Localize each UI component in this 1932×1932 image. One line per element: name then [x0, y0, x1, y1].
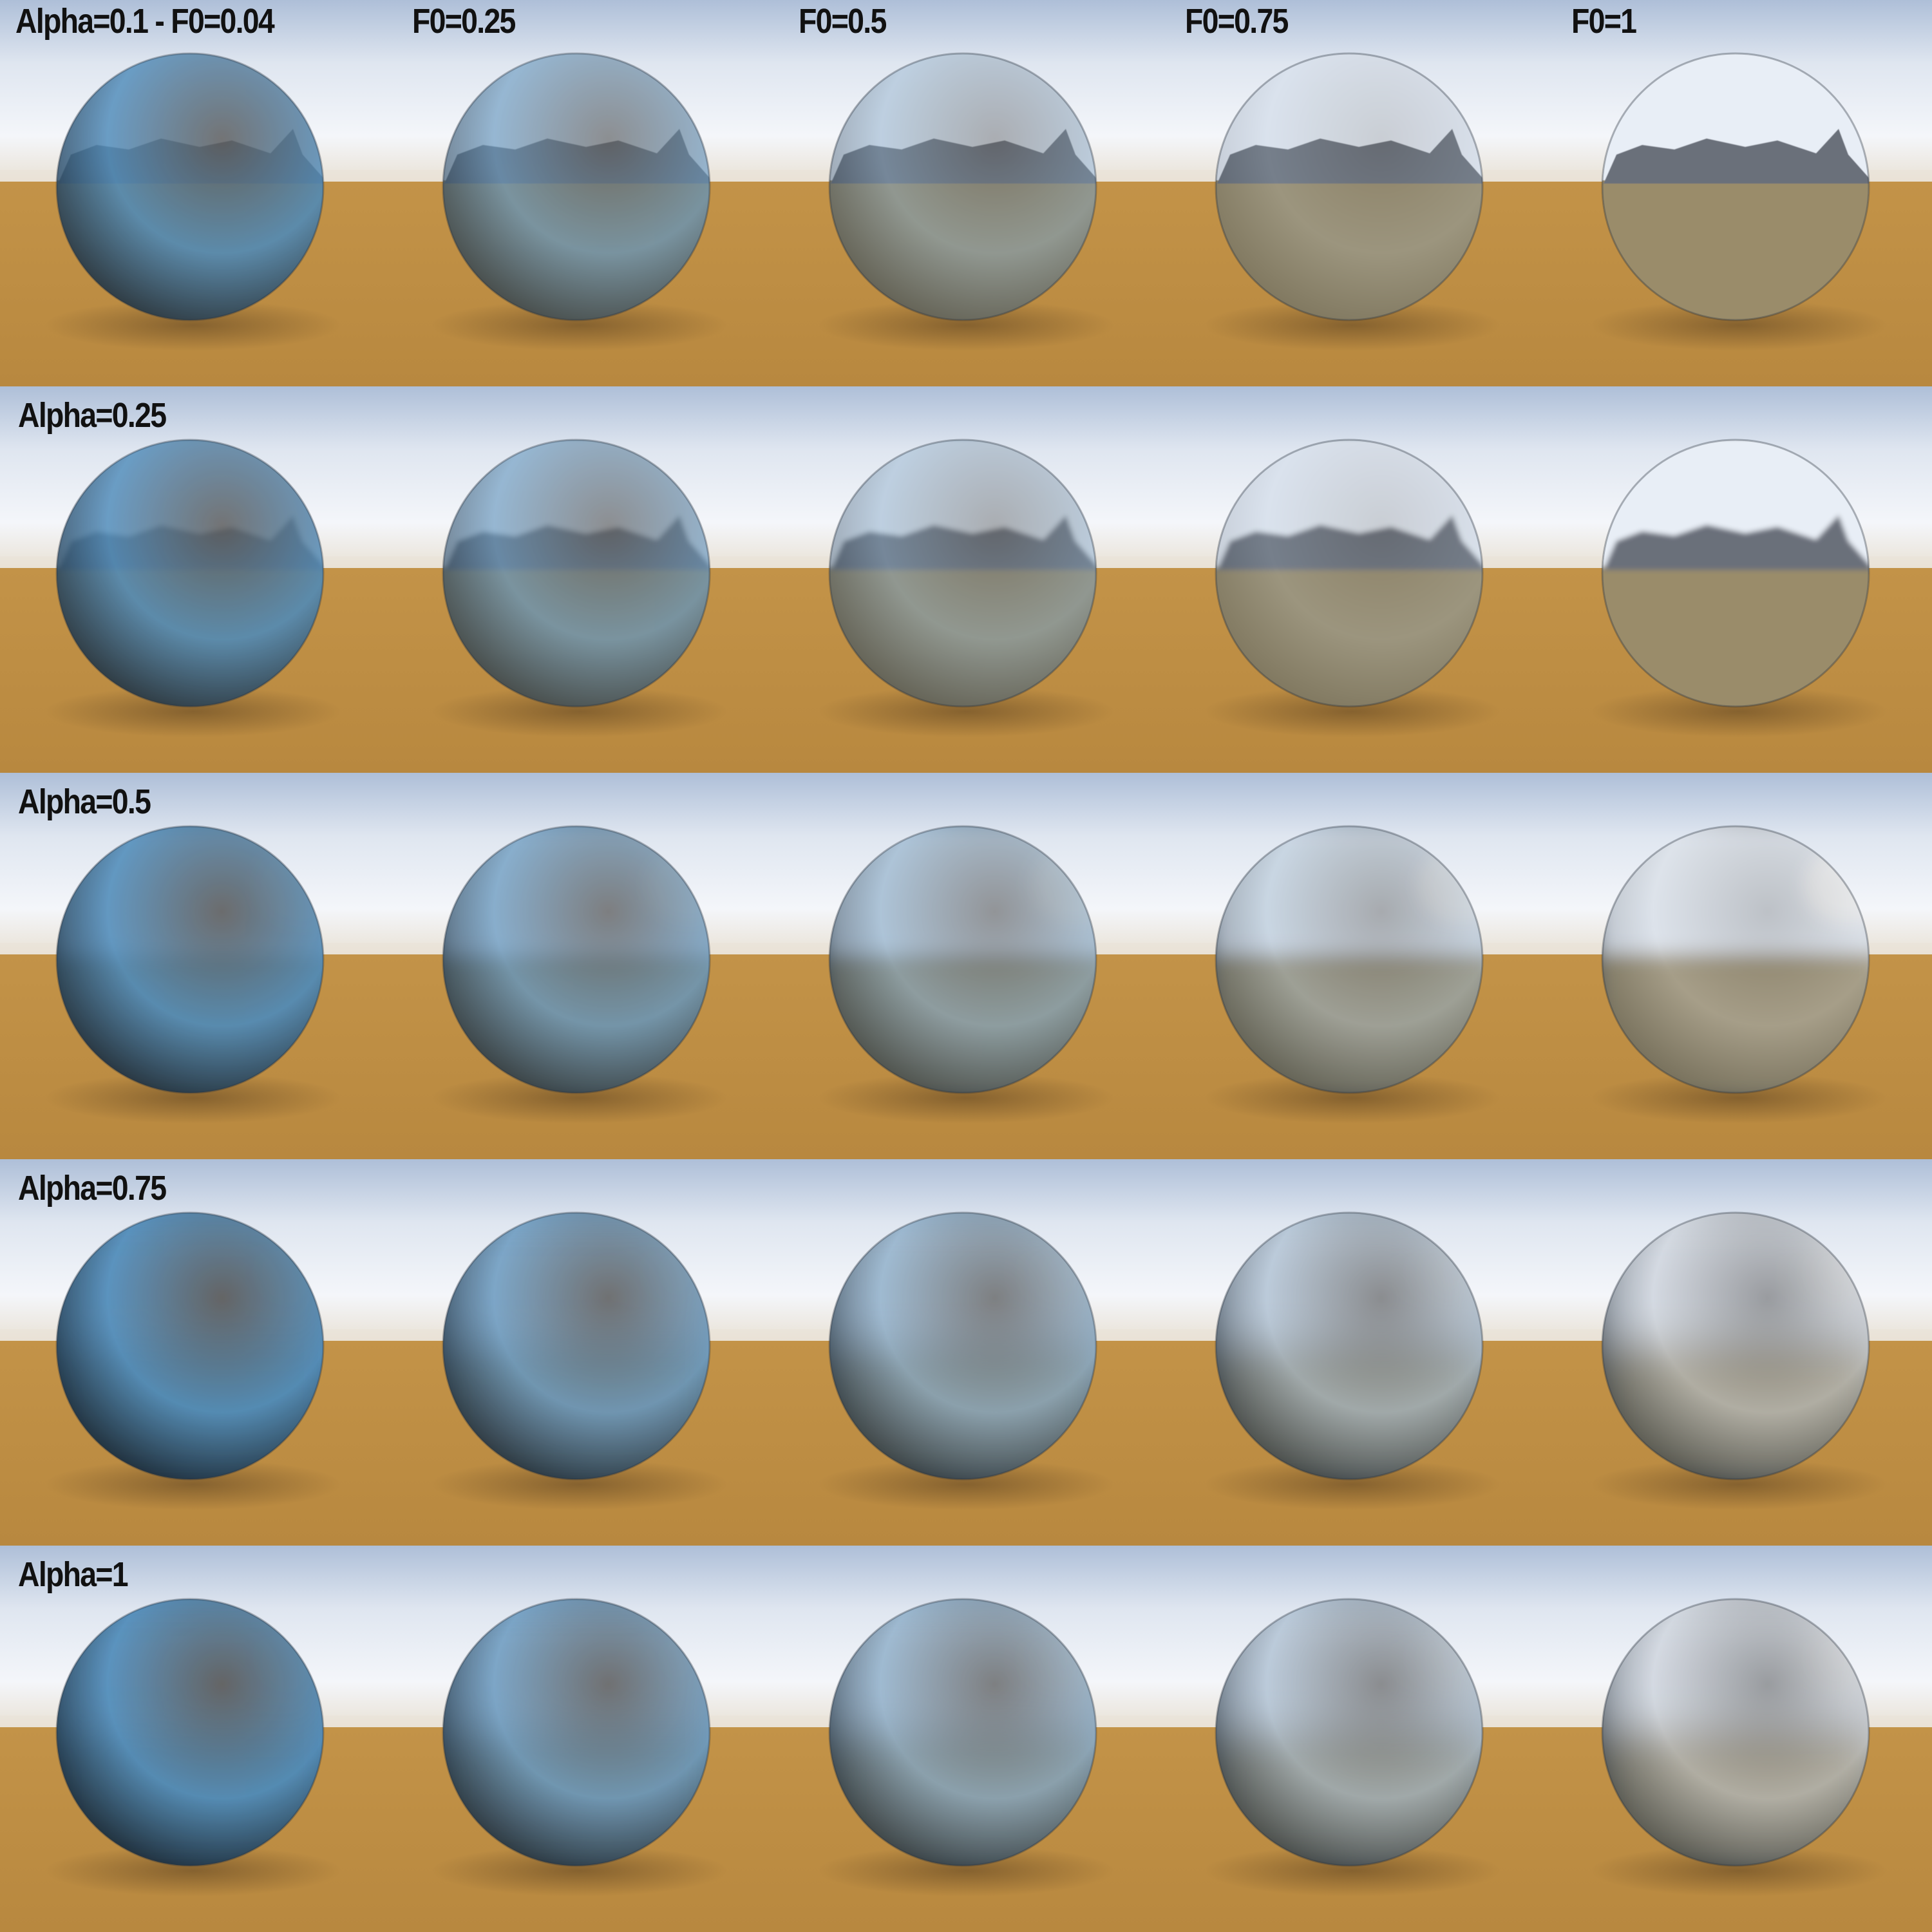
- render-image: [0, 0, 386, 386]
- render-image: [386, 386, 773, 773]
- render-image: [0, 773, 386, 1159]
- column-label-f0: F0=0.25: [412, 2, 516, 41]
- sphere-shadow: [818, 1072, 1114, 1124]
- render-cell: [1159, 1159, 1546, 1546]
- render-image: [1159, 1159, 1546, 1546]
- render-cell: F0=0.5: [773, 0, 1159, 386]
- row-label-alpha: Alpha=0.5: [18, 782, 151, 821]
- sphere-shadow: [45, 1845, 341, 1897]
- sphere-shadow: [431, 1459, 728, 1510]
- render-cell: [386, 1546, 773, 1932]
- row-label-alpha: Alpha=0.1 - F0=0.04: [15, 2, 275, 41]
- render-cell: [1159, 773, 1546, 1159]
- sphere-shadow: [1204, 1459, 1501, 1510]
- sphere-shadow: [431, 1072, 728, 1124]
- column-label-f0: F0=0.5: [799, 2, 887, 41]
- render-image: [773, 1546, 1159, 1932]
- sphere-shadow: [1591, 1845, 1887, 1897]
- render-cell: F0=1: [1546, 0, 1932, 386]
- render-image: [1546, 386, 1932, 773]
- render-cell: Alpha=1: [0, 1546, 386, 1932]
- render-cell: F0=0.25: [386, 0, 773, 386]
- sphere-shadow: [1204, 1845, 1501, 1897]
- sphere-shadow: [45, 686, 341, 737]
- render-image: [773, 0, 1159, 386]
- sphere-shadow: [431, 1845, 728, 1897]
- row-label-alpha: Alpha=0.25: [18, 396, 167, 435]
- row-label-alpha: Alpha=0.75: [18, 1169, 167, 1208]
- sphere-shadow: [45, 299, 341, 351]
- sphere-shadow: [818, 1459, 1114, 1510]
- row-label-alpha: Alpha=1: [18, 1555, 129, 1594]
- render-image: [1546, 0, 1932, 386]
- sphere-shadow: [431, 686, 728, 737]
- sphere-shadow: [1204, 299, 1501, 351]
- sphere-shadow: [1591, 686, 1887, 737]
- render-cell: F0=0.75: [1159, 0, 1546, 386]
- render-image: [1546, 1159, 1932, 1546]
- render-image: [1159, 773, 1546, 1159]
- render-cell: [1546, 1546, 1932, 1932]
- render-image: [1159, 0, 1546, 386]
- render-image: [386, 773, 773, 1159]
- render-cell: Alpha=0.5: [0, 773, 386, 1159]
- render-image: [1546, 1546, 1932, 1932]
- sphere-shadow: [1591, 1072, 1887, 1124]
- render-cell: [386, 773, 773, 1159]
- render-cell: Alpha=0.75: [0, 1159, 386, 1546]
- render-cell: Alpha=0.25: [0, 386, 386, 773]
- sphere-shadow: [818, 1845, 1114, 1897]
- render-cell: [773, 386, 1159, 773]
- render-cell: [1159, 386, 1546, 773]
- sphere-shadow: [45, 1459, 341, 1510]
- render-image: [0, 1546, 386, 1932]
- sphere-shadow: [1204, 1072, 1501, 1124]
- render-image: [1159, 386, 1546, 773]
- sphere-shadow: [818, 686, 1114, 737]
- sphere-shadow: [1591, 1459, 1887, 1510]
- render-cell: [1546, 386, 1932, 773]
- render-cell: [773, 773, 1159, 1159]
- sphere-shadow: [1591, 299, 1887, 351]
- render-cell: Alpha=0.1 - F0=0.04: [0, 0, 386, 386]
- column-label-f0: F0=1: [1571, 2, 1637, 41]
- render-image: [1546, 773, 1932, 1159]
- render-cell: [386, 386, 773, 773]
- sphere-shadow: [818, 299, 1114, 351]
- column-label-f0: F0=0.75: [1185, 2, 1289, 41]
- render-cell: [1159, 1546, 1546, 1932]
- sphere-shadow: [45, 1072, 341, 1124]
- render-cell: [386, 1159, 773, 1546]
- render-image: [773, 1159, 1159, 1546]
- render-image: [0, 386, 386, 773]
- render-cell: [773, 1546, 1159, 1932]
- render-image: [1159, 1546, 1546, 1932]
- render-image: [386, 1159, 773, 1546]
- render-image: [386, 0, 773, 386]
- render-image: [773, 386, 1159, 773]
- render-image: [773, 773, 1159, 1159]
- sphere-shadow: [431, 299, 728, 351]
- render-cell: [773, 1159, 1159, 1546]
- render-image: [386, 1546, 773, 1932]
- sphere-shadow: [1204, 686, 1501, 737]
- render-image: [0, 1159, 386, 1546]
- render-cell: [1546, 773, 1932, 1159]
- render-cell: [1546, 1159, 1932, 1546]
